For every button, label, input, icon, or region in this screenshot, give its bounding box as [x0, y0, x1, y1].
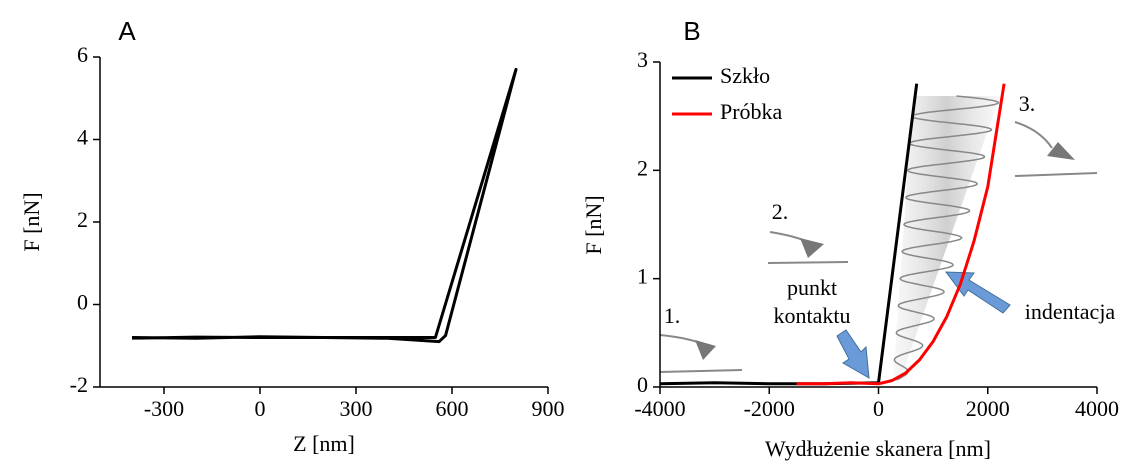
x-tick-label: 900: [532, 396, 565, 421]
annotation: 3.: [1019, 91, 1036, 116]
panel-label: A: [118, 16, 136, 46]
data-line: [659, 83, 919, 386]
y-tick-label: 0: [637, 372, 648, 397]
annotation: indentacja: [1025, 299, 1116, 324]
panel-label: B: [683, 16, 700, 46]
y-axis-label: F [nN]: [19, 192, 44, 251]
x-tick-label: 600: [436, 396, 469, 421]
annotation: 2.: [772, 199, 789, 224]
x-axis-label: Z [nm]: [293, 431, 355, 456]
legend-label: Próbka: [720, 99, 783, 124]
x-tick-label: 0: [873, 396, 884, 421]
y-tick-label: 2: [637, 155, 648, 180]
y-tick-label: 3: [637, 47, 648, 72]
x-tick-label: -4000: [634, 396, 685, 421]
legend-label: Szkło: [720, 63, 770, 88]
data-line: [131, 67, 518, 344]
y-tick-label: 4: [77, 125, 88, 150]
x-tick-label: 0: [255, 396, 266, 421]
y-tick-label: 1: [637, 264, 648, 289]
x-tick-label: -2000: [744, 396, 795, 421]
y-tick-label: 6: [77, 42, 88, 67]
y-axis-label: F [nN]: [581, 195, 606, 254]
y-tick-label: 0: [77, 290, 88, 315]
cantilever-icon: [659, 121, 1098, 373]
annotation: kontaktu: [774, 303, 851, 328]
y-tick-label: -2: [70, 372, 88, 397]
x-tick-label: 2000: [966, 396, 1010, 421]
x-tick-label: -300: [144, 396, 184, 421]
data-line: [796, 83, 1006, 386]
x-tick-label: 300: [340, 396, 373, 421]
x-axis-label: Wydłużenie skanera [nm]: [765, 436, 991, 461]
annotation: 1.: [664, 303, 681, 328]
annotation: punkt: [787, 275, 837, 300]
x-tick-label: 4000: [1075, 396, 1119, 421]
y-tick-label: 2: [77, 207, 88, 232]
